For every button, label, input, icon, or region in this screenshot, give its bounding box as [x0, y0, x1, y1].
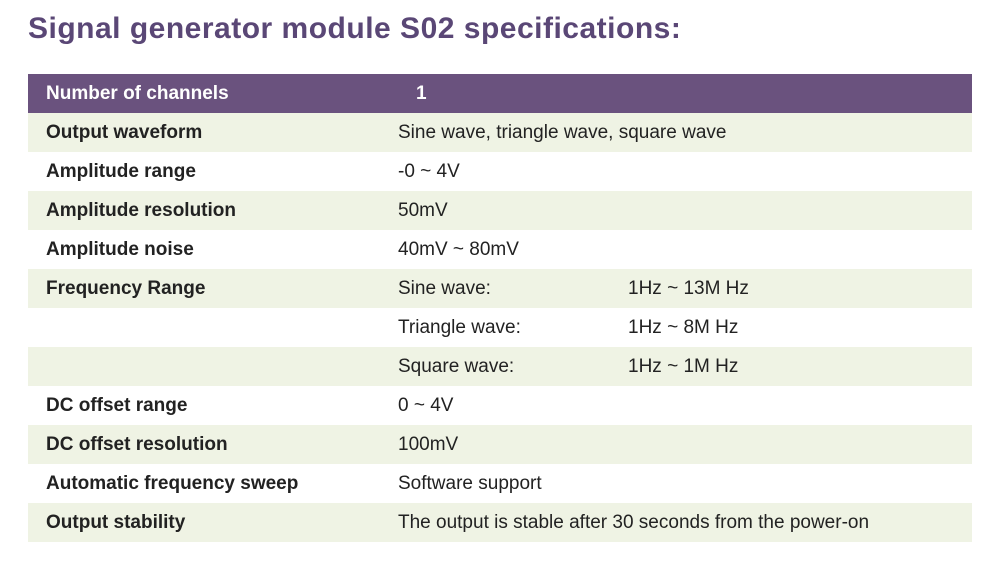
- row-label: Amplitude noise: [28, 230, 398, 269]
- row-value: Software support: [398, 464, 972, 503]
- row-label: Amplitude resolution: [28, 191, 398, 230]
- row-value: -0 ~ 4V: [398, 152, 972, 191]
- header-row: Number of channels 1: [28, 74, 972, 113]
- row-value: 40mV ~ 80mV: [398, 230, 972, 269]
- spec-table: Number of channels 1 Output waveformSine…: [28, 74, 972, 542]
- row-value: Sine wave, triangle wave, square wave: [398, 113, 972, 152]
- row-label: [28, 347, 398, 386]
- row-value: Square wave:1Hz ~ 1M Hz: [398, 347, 972, 386]
- table-row: Square wave:1Hz ~ 1M Hz: [28, 347, 972, 386]
- header-value: 1: [398, 74, 972, 113]
- header-label: Number of channels: [28, 74, 398, 113]
- page-title: Signal generator module S02 specificatio…: [0, 0, 1000, 74]
- table-row: Amplitude resolution50mV: [28, 191, 972, 230]
- row-label: DC offset range: [28, 386, 398, 425]
- row-value: 0 ~ 4V: [398, 386, 972, 425]
- table-row: DC offset resolution100mV: [28, 425, 972, 464]
- row-label: Amplitude range: [28, 152, 398, 191]
- row-sub-value: 1Hz ~ 13M Hz: [628, 278, 749, 300]
- row-value: 100mV: [398, 425, 972, 464]
- table-row: Frequency RangeSine wave:1Hz ~ 13M Hz: [28, 269, 972, 308]
- table-row: Output waveformSine wave, triangle wave,…: [28, 113, 972, 152]
- table-row: Output stabilityThe output is stable aft…: [28, 503, 972, 542]
- row-sub-label: Sine wave:: [398, 278, 628, 300]
- row-sub-value: 1Hz ~ 8M Hz: [628, 317, 738, 339]
- row-value: Triangle wave:1Hz ~ 8M Hz: [398, 308, 972, 347]
- table-row: Amplitude noise40mV ~ 80mV: [28, 230, 972, 269]
- row-label: Output waveform: [28, 113, 398, 152]
- row-value: 50mV: [398, 191, 972, 230]
- row-value: The output is stable after 30 seconds fr…: [398, 503, 972, 542]
- row-label: Frequency Range: [28, 269, 398, 308]
- table-row: DC offset range0 ~ 4V: [28, 386, 972, 425]
- row-sub-label: Square wave:: [398, 356, 628, 378]
- row-sub-value: 1Hz ~ 1M Hz: [628, 356, 738, 378]
- row-label: Output stability: [28, 503, 398, 542]
- row-sub-label: Triangle wave:: [398, 317, 628, 339]
- table-row: Amplitude range-0 ~ 4V: [28, 152, 972, 191]
- row-value: Sine wave:1Hz ~ 13M Hz: [398, 269, 972, 308]
- row-label: [28, 308, 398, 347]
- table-row: Triangle wave:1Hz ~ 8M Hz: [28, 308, 972, 347]
- row-label: Automatic frequency sweep: [28, 464, 398, 503]
- table-row: Automatic frequency sweepSoftware suppor…: [28, 464, 972, 503]
- row-label: DC offset resolution: [28, 425, 398, 464]
